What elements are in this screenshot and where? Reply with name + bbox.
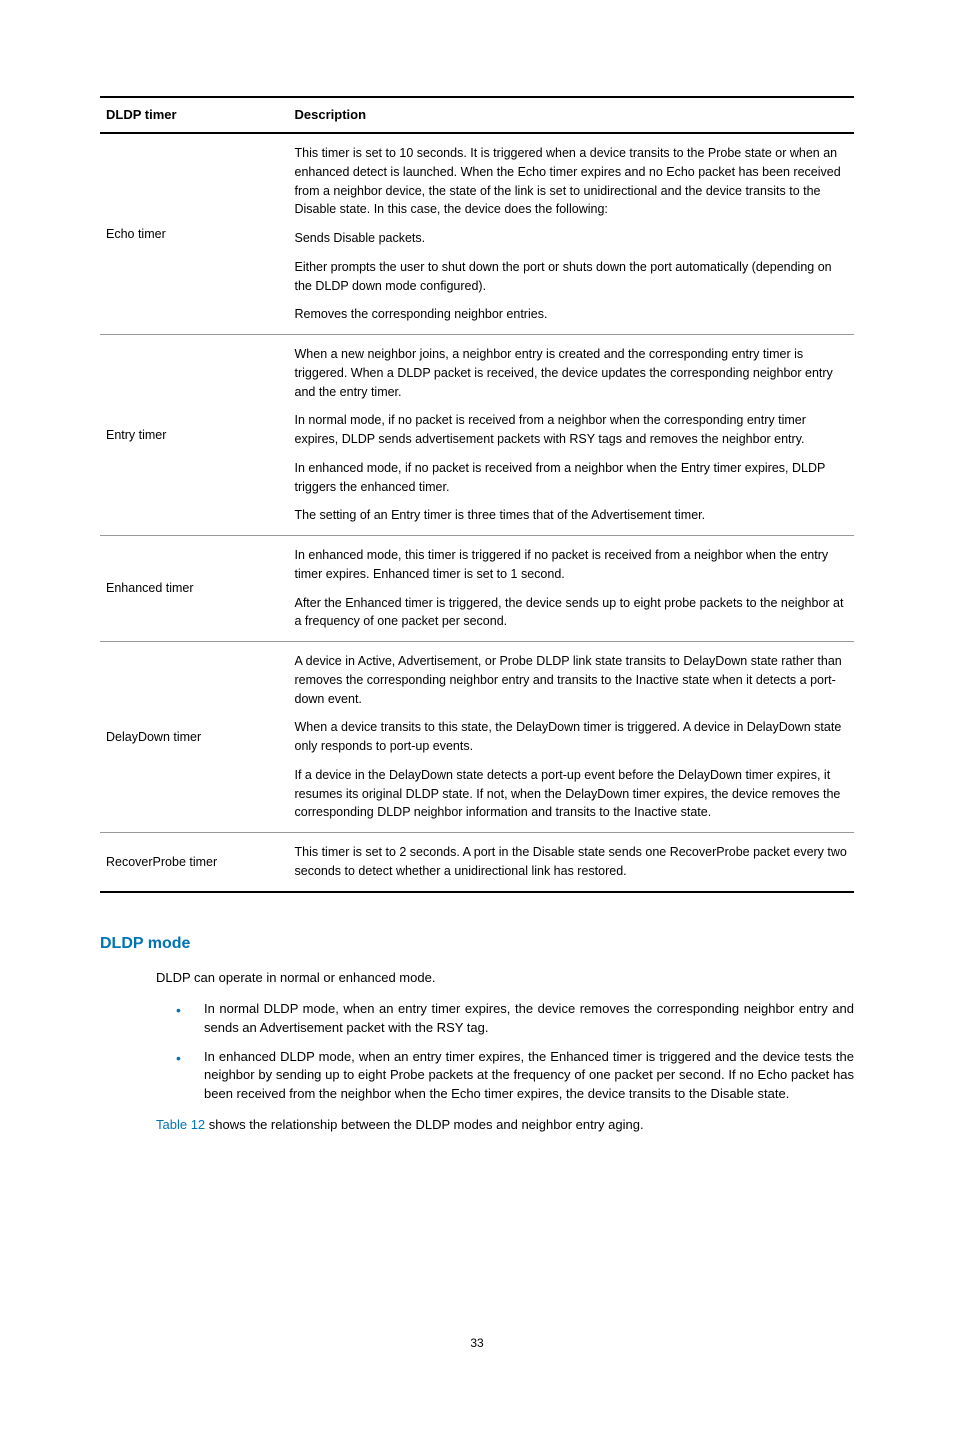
table-header-col2: Description: [289, 97, 855, 133]
timer-description: A device in Active, Advertisement, or Pr…: [289, 642, 855, 833]
table-row: Echo timer This timer is set to 10 secon…: [100, 133, 854, 335]
desc-para: The setting of an Entry timer is three t…: [295, 506, 849, 525]
timer-name: RecoverProbe timer: [100, 833, 289, 892]
desc-para: In enhanced mode, if no packet is receiv…: [295, 459, 849, 497]
dldp-timer-table: DLDP timer Description Echo timer This t…: [100, 96, 854, 893]
desc-para: If a device in the DelayDown state detec…: [295, 766, 849, 822]
table-header-col1: DLDP timer: [100, 97, 289, 133]
timer-name: Entry timer: [100, 335, 289, 536]
timer-name: Echo timer: [100, 133, 289, 335]
timer-description: This timer is set to 10 seconds. It is t…: [289, 133, 855, 335]
page-number: 33: [100, 1335, 854, 1352]
footnote-text: shows the relationship between the DLDP …: [205, 1117, 643, 1132]
timer-name: DelayDown timer: [100, 642, 289, 833]
desc-para: A device in Active, Advertisement, or Pr…: [295, 652, 849, 708]
table-row: Entry timer When a new neighbor joins, a…: [100, 335, 854, 536]
list-item: In normal DLDP mode, when an entry timer…: [176, 1000, 854, 1038]
timer-description: In enhanced mode, this timer is triggere…: [289, 536, 855, 642]
table-row: Enhanced timer In enhanced mode, this ti…: [100, 536, 854, 642]
section-heading-dldp-mode: DLDP mode: [100, 933, 854, 955]
table-row: DelayDown timer A device in Active, Adve…: [100, 642, 854, 833]
desc-para: Either prompts the user to shut down the…: [295, 258, 849, 296]
desc-para: After the Enhanced timer is triggered, t…: [295, 594, 849, 632]
timer-description: When a new neighbor joins, a neighbor en…: [289, 335, 855, 536]
timer-description: This timer is set to 2 seconds. A port i…: [289, 833, 855, 892]
desc-para: Removes the corresponding neighbor entri…: [295, 305, 849, 324]
desc-para: This timer is set to 2 seconds. A port i…: [295, 843, 849, 881]
desc-para: In enhanced mode, this timer is triggere…: [295, 546, 849, 584]
section-footnote: Table 12 shows the relationship between …: [156, 1116, 854, 1135]
desc-para: In normal mode, if no packet is received…: [295, 411, 849, 449]
desc-para: Sends Disable packets.: [295, 229, 849, 248]
bullet-list: In normal DLDP mode, when an entry timer…: [176, 1000, 854, 1104]
timer-name: Enhanced timer: [100, 536, 289, 642]
table-reference-link[interactable]: Table 12: [156, 1117, 205, 1132]
list-item: In enhanced DLDP mode, when an entry tim…: [176, 1048, 854, 1105]
section-intro: DLDP can operate in normal or enhanced m…: [156, 969, 854, 988]
desc-para: This timer is set to 10 seconds. It is t…: [295, 144, 849, 219]
desc-para: When a device transits to this state, th…: [295, 718, 849, 756]
desc-para: When a new neighbor joins, a neighbor en…: [295, 345, 849, 401]
table-row: RecoverProbe timer This timer is set to …: [100, 833, 854, 892]
